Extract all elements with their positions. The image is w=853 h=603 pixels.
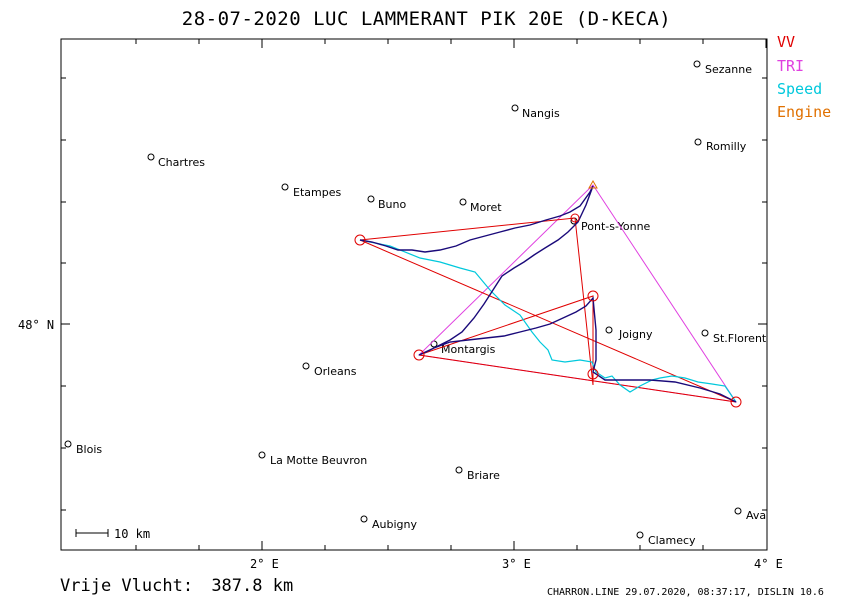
town-marker-st-florent	[701, 329, 709, 337]
town-label: St.Florent	[713, 332, 767, 345]
scale-bar: 10 km	[75, 527, 150, 541]
town-marker-nangis	[511, 104, 519, 112]
town-label: Ava	[746, 509, 766, 522]
distance-label: Vrije Vlucht:	[60, 576, 194, 596]
town-marker-la-motte-beuvron	[258, 451, 266, 459]
town-label: Moret	[470, 201, 502, 214]
flight-track	[359, 185, 737, 403]
town-label: Sezanne	[705, 63, 752, 76]
town-label: Buno	[378, 198, 406, 211]
town-marker-briare	[455, 466, 463, 474]
left-ticks	[61, 77, 70, 511]
town-label: Aubigny	[372, 518, 417, 531]
town-label: Chartres	[158, 156, 205, 169]
town-marker-aubigny	[360, 515, 368, 523]
scale-label: 10 km	[114, 527, 150, 541]
town-label: Clamecy	[648, 534, 696, 547]
footer-info: CHARRON.LINE 29.07.2020, 08:37:17, DISLI…	[547, 587, 824, 598]
map-title: 28-07-2020 LUC LAMMERANT PIK 20E (D-KECA…	[181, 8, 672, 30]
town-marker-moret	[459, 198, 467, 206]
town-marker-blois	[64, 440, 72, 448]
town-markers	[64, 60, 742, 539]
town-label: Blois	[76, 443, 102, 456]
right-ticks	[758, 77, 767, 511]
town-labels: Sezanne Nangis Romilly Chartres Etampes …	[76, 63, 767, 547]
town-label: Etampes	[293, 186, 341, 199]
top-ticks	[135, 39, 767, 48]
town-label: Montargis	[441, 343, 496, 356]
distance-value: 387.8 km	[211, 576, 294, 596]
distance-info: Vrije Vlucht: 387.8 km	[60, 576, 293, 596]
town-label: Orleans	[314, 365, 357, 378]
turnpoint	[413, 349, 425, 361]
town-label: Nangis	[522, 107, 560, 120]
engine-marker	[588, 179, 598, 189]
town-marker-chartres	[147, 153, 155, 161]
town-marker-sezanne	[693, 60, 701, 68]
x-label-2e: 2° E	[250, 557, 279, 571]
legend-engine: Engine	[777, 103, 832, 121]
town-marker-ava	[734, 507, 742, 515]
map-frame	[60, 38, 768, 551]
turnpoint	[587, 368, 599, 380]
town-marker-etampes	[281, 183, 289, 191]
turnpoints	[354, 213, 742, 408]
turnpoint	[730, 396, 742, 408]
town-label: Joigny	[618, 328, 653, 341]
legend-tri: TRI	[777, 57, 805, 75]
legend-vv: VV	[777, 33, 796, 51]
y-label-48n: 48° N	[18, 318, 54, 332]
town-marker-clamecy	[636, 531, 644, 539]
turnpoint-start	[354, 234, 366, 246]
town-label: Briare	[467, 469, 500, 482]
town-label: Romilly	[706, 140, 747, 153]
town-marker-joigny	[605, 326, 613, 334]
legend-speed: Speed	[777, 80, 823, 98]
turnpoint-finish	[570, 213, 580, 223]
bottom-ticks	[135, 541, 704, 550]
x-label-4e: 4° E	[754, 557, 783, 571]
tri-triangle	[417, 184, 738, 403]
town-marker-romilly	[694, 138, 702, 146]
x-label-3e: 3° E	[502, 557, 531, 571]
town-marker-buno	[367, 195, 375, 203]
town-marker-orleans	[302, 362, 310, 370]
turnpoint	[587, 290, 599, 302]
town-label: Pont-s-Yonne	[581, 220, 651, 233]
town-label: La Motte Beuvron	[270, 454, 367, 467]
speed-trace	[359, 239, 737, 403]
